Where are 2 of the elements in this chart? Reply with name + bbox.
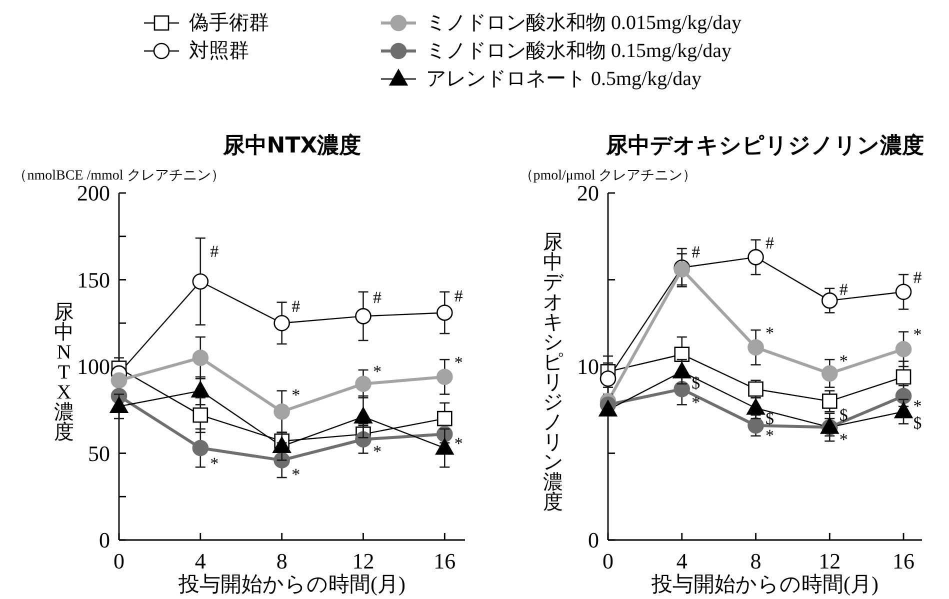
title: 尿中デオキシピリジノリン濃度 xyxy=(606,134,924,158)
title: 尿中NTX濃度 xyxy=(222,134,362,158)
